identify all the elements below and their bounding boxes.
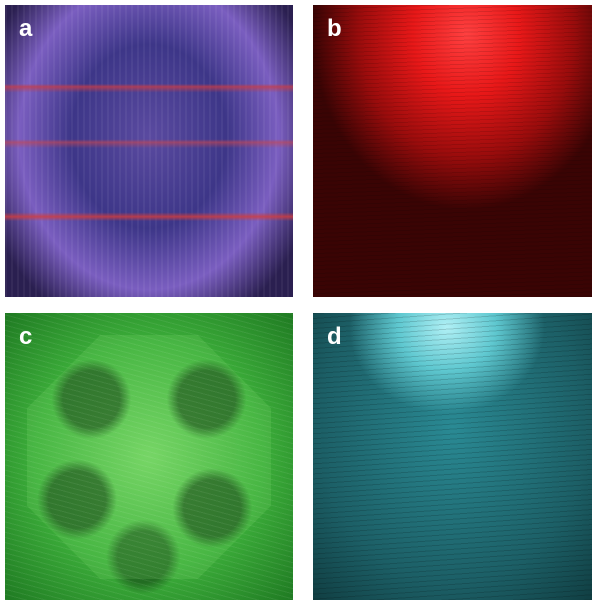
photo-panel: c xyxy=(5,313,293,600)
panel-label: c xyxy=(19,323,32,351)
page: {"panels": [{"label": "a"}, {"label": "b… xyxy=(0,0,596,604)
photo-panel: d xyxy=(313,313,592,600)
photo-panel: b xyxy=(313,5,592,297)
photo-panel: a xyxy=(5,5,293,297)
panel-label: b xyxy=(327,15,342,43)
gem-facet xyxy=(27,335,271,579)
panel-label: d xyxy=(327,323,342,351)
panel-label: a xyxy=(19,15,32,43)
